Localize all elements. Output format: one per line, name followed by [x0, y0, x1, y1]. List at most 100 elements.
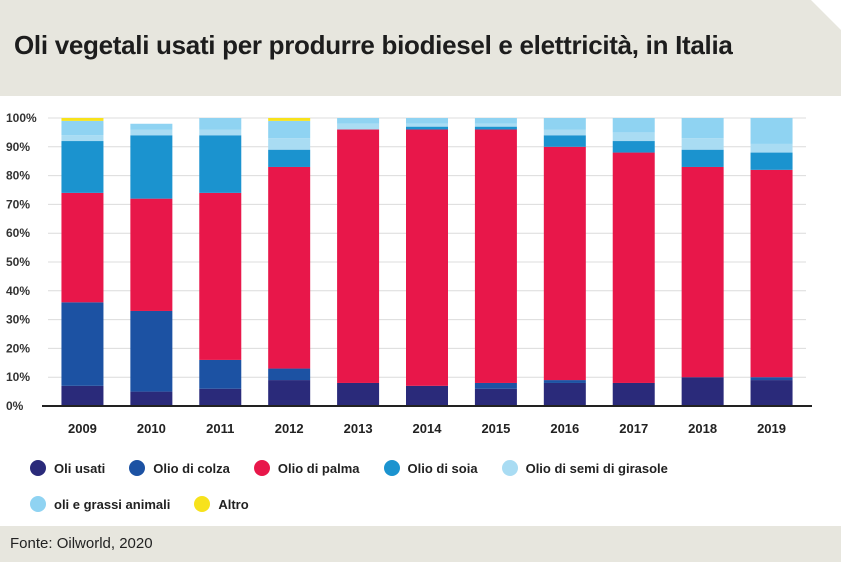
x-tick-label: 2012 [275, 421, 304, 436]
bar-oli-usati-2015 [474, 388, 517, 406]
bar-oli-usati-2017 [612, 382, 655, 406]
x-tick-label: 2010 [137, 421, 166, 436]
x-tick-label: 2017 [619, 421, 648, 436]
bar-olio-di-palma-2009 [61, 192, 104, 303]
y-tick-label: 20% [6, 341, 30, 355]
legend-row-1: Oli usati Olio di colza Olio di palma Ol… [30, 458, 830, 478]
legend-item-olio-di-soia: Olio di soia [383, 460, 478, 476]
legend-item-olio-di-palma: Olio di palma [253, 460, 360, 476]
bar-oli-usati-2019 [750, 380, 793, 406]
legend-row-2: oli e grassi animali Altro [30, 494, 830, 514]
legend-swatch-olio-di-soia [383, 460, 400, 476]
bar-olio-di-palma-2013 [337, 129, 380, 383]
bar-olio-di-colza-2009 [61, 302, 104, 386]
bar-olio-di-semi-di-girasole-2015 [474, 123, 517, 127]
bar-olio-di-soia-2018 [681, 149, 724, 167]
y-tick-label: 10% [6, 370, 30, 384]
bar-oli-e-grassi-animali-2017 [612, 118, 655, 133]
bar-olio-di-soia-2017 [612, 141, 655, 153]
legend-label-olio-di-palma: Olio di palma [277, 460, 360, 476]
legend-item-oli-usati: Oli usati [30, 460, 105, 476]
bar-olio-di-palma-2016 [543, 146, 586, 381]
bar-oli-usati-2013 [337, 382, 380, 406]
y-tick-label: 60% [6, 226, 30, 240]
y-tick-label: 80% [6, 169, 30, 183]
bar-olio-di-colza-2011 [199, 359, 242, 389]
bar-olio-di-palma-2015 [474, 129, 517, 383]
bar-altro-2012 [268, 118, 311, 121]
bar-olio-di-semi-di-girasole-2016 [543, 129, 586, 136]
legend-label-olio-di-colza: Olio di colza [153, 460, 230, 476]
stacked-bar-chart: 0% 10% 20% 30% 40% 50% 60% 70% 80% 90% 100% 2009 201… [6, 111, 812, 436]
bar-olio-di-palma-2012 [268, 166, 311, 369]
legend-label-altro: Altro [218, 496, 249, 512]
bar-olio-di-semi-di-girasole-2011 [199, 129, 242, 136]
bar-olio-di-semi-di-girasole-2019 [750, 143, 793, 153]
x-tick-label: 2019 [757, 421, 786, 436]
bar-olio-di-semi-di-girasole-2009 [61, 135, 104, 142]
bar-olio-di-soia-2012 [268, 149, 311, 167]
y-tick-label: 30% [6, 313, 30, 327]
bar-olio-di-soia-2010 [130, 135, 173, 199]
y-tick-label: 40% [6, 284, 30, 298]
legend-label-oli-usati: Oli usati [54, 460, 106, 476]
y-tick-label: 90% [6, 140, 30, 154]
bar-olio-di-colza-2016 [543, 380, 586, 383]
bar-oli-e-grassi-animali-2012 [268, 120, 311, 139]
bar-olio-di-palma-2018 [681, 166, 724, 378]
legend-swatch-oli-usati [30, 460, 46, 476]
bar-olio-di-palma-2010 [130, 198, 173, 311]
bar-oli-e-grassi-animali-2016 [543, 118, 586, 130]
bar-olio-di-colza-2010 [130, 310, 173, 392]
bar-olio-di-palma-2019 [750, 169, 793, 378]
x-tick-label: 2014 [413, 421, 443, 436]
bar-olio-di-palma-2011 [199, 192, 242, 360]
legend-label-oli-e-grassi-animali: oli e grassi animali [54, 496, 171, 512]
chart-area: 0% 10% 20% 30% 40% 50% 60% 70% 80% 90% 100% 2009 201… [0, 96, 841, 522]
bar-oli-usati-2010 [130, 391, 173, 406]
legend-swatch-oli-e-grassi-animali [30, 496, 46, 512]
footer-band: Fonte: Oilworld, 2020 [0, 526, 841, 562]
x-tick-label: 2013 [344, 421, 373, 436]
bar-altro-2009 [61, 118, 104, 121]
y-tick-label: 0% [6, 399, 24, 413]
bar-olio-di-soia-2011 [199, 135, 242, 193]
x-tick-label: 2015 [481, 421, 510, 436]
legend-item-altro: Altro [194, 496, 249, 512]
bar-olio-di-semi-di-girasole-2013 [337, 123, 380, 130]
bar-olio-di-colza-2015 [474, 382, 517, 389]
legend: Oli usati Olio di colza Olio di palma Ol… [30, 458, 830, 530]
bar-olio-di-colza-2019 [750, 377, 793, 381]
bar-oli-e-grassi-animali-2014 [406, 118, 448, 124]
x-tick-label: 2009 [68, 421, 97, 436]
bar-oli-usati-2014 [406, 385, 448, 406]
bar-oli-e-grassi-animali-2013 [337, 118, 380, 124]
legend-label-olio-di-semi-di-girasole: Olio di semi di girasole [525, 460, 668, 476]
bar-olio-di-palma-2014 [406, 129, 448, 386]
bar-oli-e-grassi-animali-2019 [750, 118, 793, 144]
source-note: Fonte: Oilworld, 2020 [10, 535, 153, 552]
bar-oli-e-grassi-animali-2015 [474, 118, 517, 124]
bar-oli-usati-2018 [681, 377, 724, 406]
x-tick-label: 2018 [688, 421, 717, 436]
bar-olio-di-semi-di-girasole-2010 [130, 129, 173, 136]
bar-olio-di-soia-2014 [406, 126, 448, 130]
bar-oli-usati-2011 [199, 388, 242, 406]
x-tick-label: 2011 [206, 421, 234, 436]
bar-oli-e-grassi-animali-2018 [681, 118, 724, 139]
bar-olio-di-soia-2015 [474, 126, 517, 130]
legend-swatch-olio-di-palma [253, 460, 270, 476]
bar-oli-usati-2009 [61, 385, 104, 406]
header-band: Oli vegetali usati per produrre biodiese… [0, 0, 841, 96]
bar-oli-e-grassi-animali-2010 [130, 123, 173, 130]
y-tick-label: 70% [6, 197, 30, 211]
y-tick-label: 100% [6, 111, 37, 125]
bar-olio-di-colza-2012 [268, 368, 311, 381]
x-tick-label: 2016 [550, 421, 579, 436]
y-tick-label: 50% [6, 255, 30, 269]
bar-olio-di-soia-2009 [61, 141, 104, 193]
bar-oli-e-grassi-animali-2011 [199, 118, 242, 130]
legend-item-olio-di-colza: Olio di colza [129, 460, 230, 476]
legend-swatch-olio-di-colza [129, 460, 146, 476]
bar-olio-di-semi-di-girasole-2012 [268, 138, 311, 150]
